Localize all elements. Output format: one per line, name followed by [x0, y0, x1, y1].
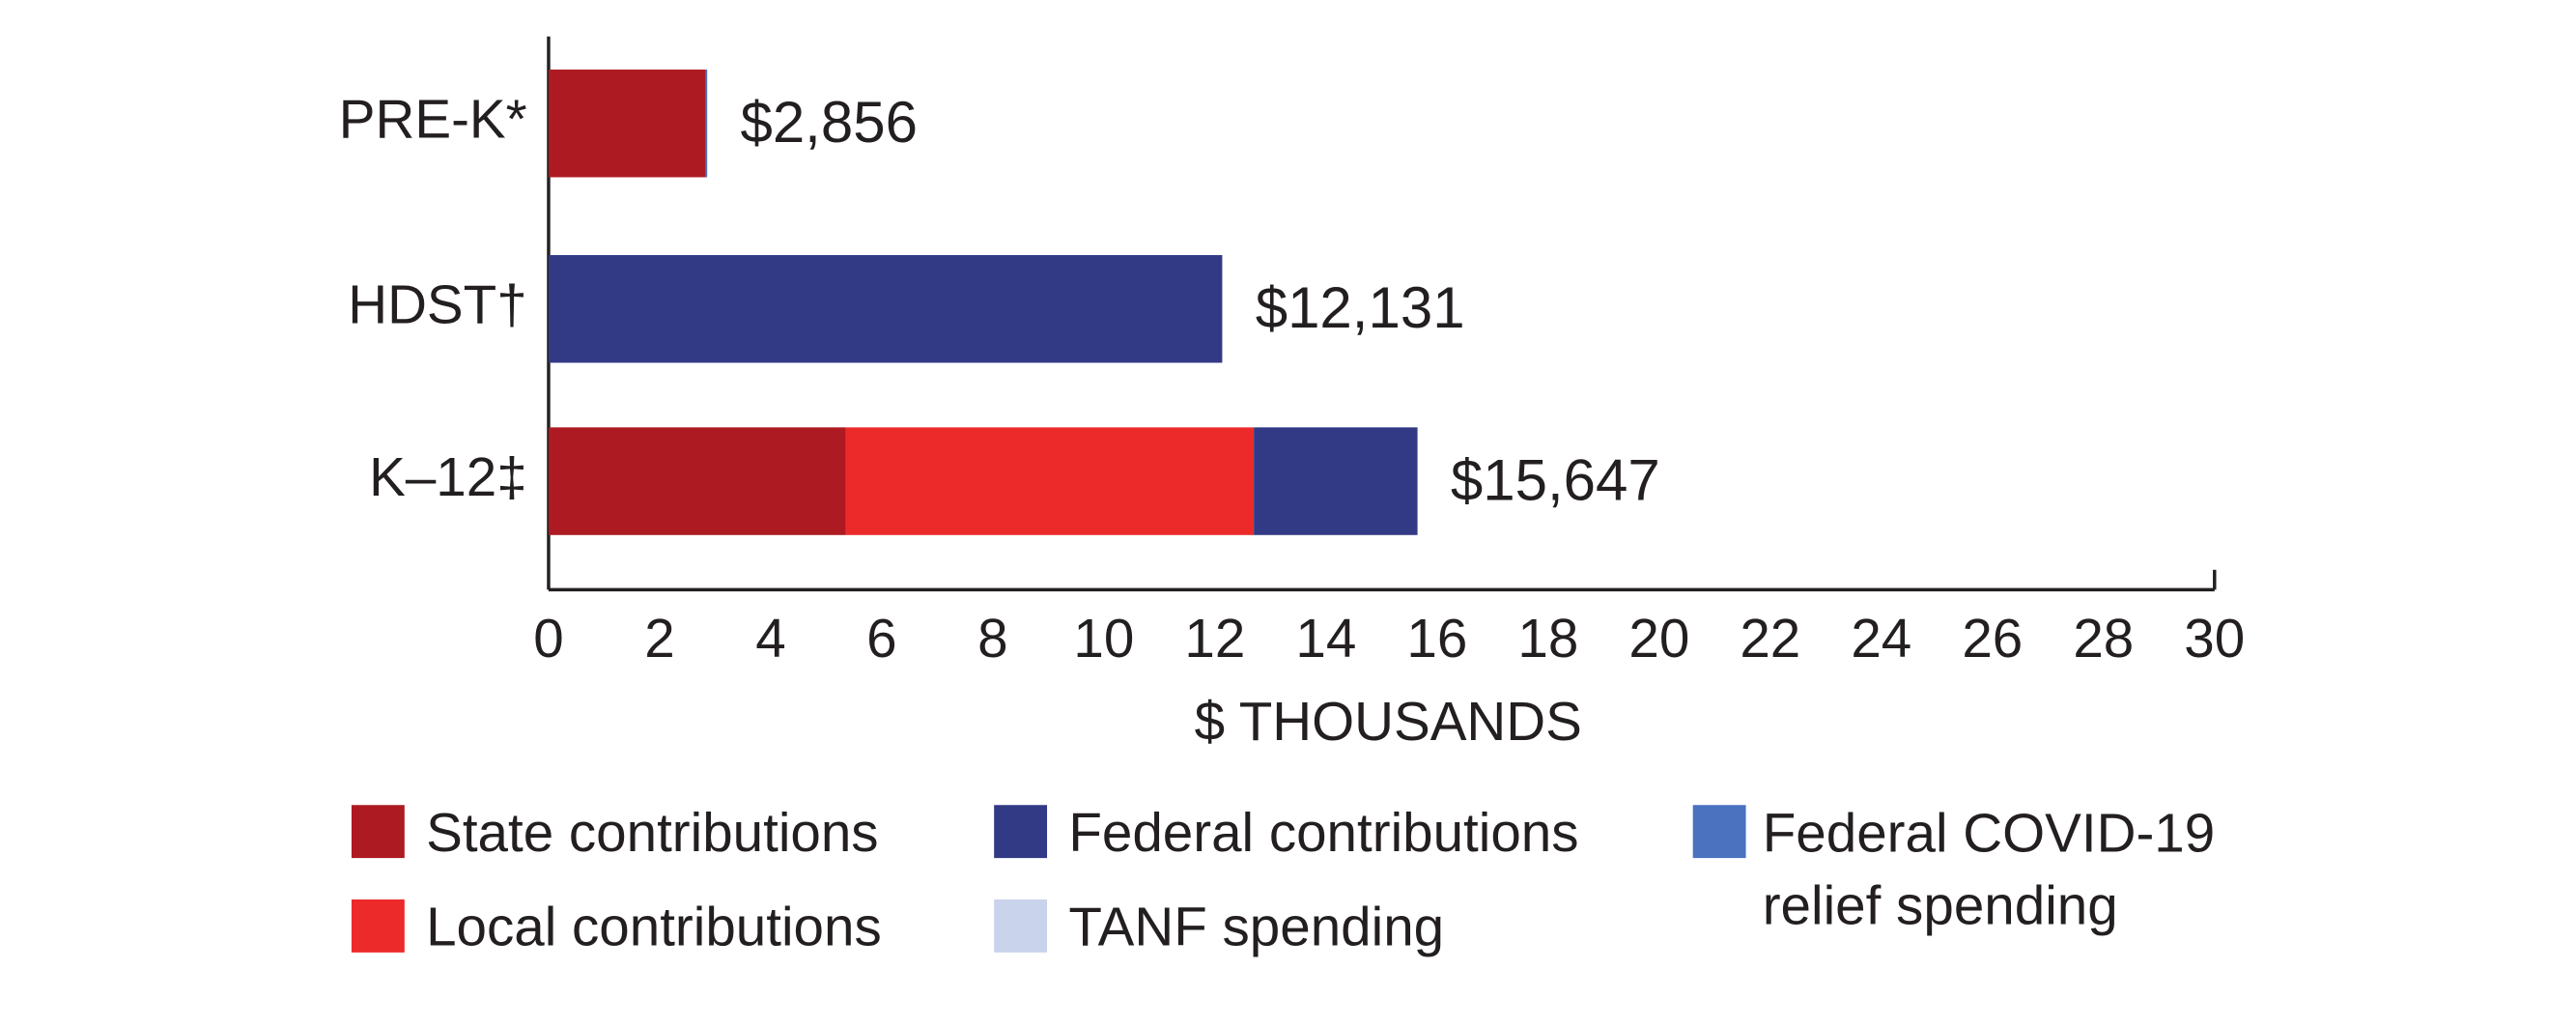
- legend-swatch: [994, 899, 1048, 953]
- total-label: $12,131: [1256, 275, 1465, 340]
- legend-label: Federal contributions: [1068, 802, 1578, 863]
- x-tick-label: 12: [1184, 608, 1245, 669]
- x-tick-label: 4: [755, 608, 785, 669]
- legend-swatch: [351, 899, 405, 953]
- x-tick-label: 30: [2184, 608, 2245, 669]
- y-tick-label: HDST†: [348, 274, 526, 335]
- legend-swatch: [994, 805, 1048, 859]
- bar-segment: [1254, 427, 1418, 535]
- x-tick-label: 0: [533, 608, 563, 669]
- legend-label: State contributions: [426, 802, 878, 863]
- bar-segment: [548, 255, 1223, 363]
- x-tick-label: 8: [977, 608, 1007, 669]
- x-tick-label: 2: [644, 608, 674, 669]
- legend-label: TANF spending: [1068, 896, 1444, 956]
- x-tick-label: 22: [1740, 608, 1800, 669]
- x-tick-label: 28: [2073, 608, 2134, 669]
- legend-label: Federal COVID-19 relief spending: [1762, 801, 2216, 936]
- x-tick-label: 16: [1406, 608, 1467, 669]
- x-tick-label: 6: [866, 608, 896, 669]
- total-label: $2,856: [740, 90, 918, 155]
- x-tick-label: 24: [1851, 608, 1911, 669]
- x-tick-label: 26: [1962, 608, 2023, 669]
- x-tick-label: 18: [1517, 608, 1578, 669]
- y-tick-label: PRE-K*: [339, 89, 527, 150]
- x-axis-title: $ THOUSANDS: [1195, 691, 1582, 752]
- bar-segment: [705, 70, 708, 178]
- total-label: $15,647: [1451, 447, 1660, 512]
- legend-label: Local contributions: [426, 896, 882, 956]
- y-tick-label: K–12‡: [369, 446, 527, 507]
- bar-segment: [845, 427, 1255, 535]
- x-tick-label: 20: [1628, 608, 1689, 669]
- legend-swatch: [1692, 805, 1746, 859]
- bar-segment: [548, 427, 846, 535]
- legend-label-box: Federal COVID-19 relief spending: [1762, 801, 2216, 936]
- legend-swatch: [351, 805, 405, 859]
- x-tick-label: 10: [1073, 608, 1134, 669]
- bar-segment: [548, 70, 706, 178]
- x-tick-label: 14: [1295, 608, 1356, 669]
